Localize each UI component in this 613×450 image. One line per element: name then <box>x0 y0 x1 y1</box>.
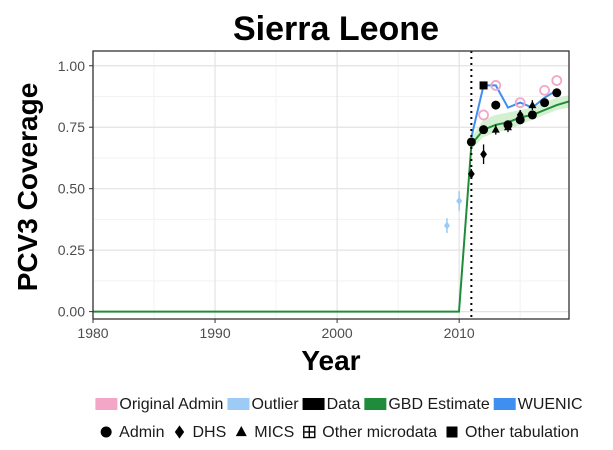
outlier-point <box>456 196 463 206</box>
data-point-square <box>479 81 488 90</box>
y-tick-label: 0.75 <box>58 119 85 135</box>
legend-square-icon <box>446 426 458 438</box>
legend-item-gbd-estimate: GBD Estimate <box>364 396 490 413</box>
data-point-triangle <box>491 125 500 133</box>
y-tick-label: 0.25 <box>58 242 85 258</box>
legend-item-admin: Admin <box>100 424 165 441</box>
legend-swatch <box>364 398 387 410</box>
y-axis-title: PCV3 Coverage <box>12 83 43 292</box>
legend-label: Other tabulation <box>465 424 579 441</box>
legend-item-outlier: Outlier <box>227 396 299 413</box>
data-point-circle <box>552 88 562 98</box>
legend-swatch <box>227 398 250 410</box>
legend-swatch <box>302 398 325 410</box>
legend-circle-icon <box>100 426 112 438</box>
x-tick-label: 1990 <box>199 325 230 341</box>
legend-label: Other microdata <box>322 424 437 441</box>
plot-border <box>92 50 570 320</box>
outlier-point <box>443 221 450 230</box>
data-point-diamond <box>467 169 475 179</box>
legend-label: Data <box>327 396 361 413</box>
legend-item-original-admin: Original Admin <box>95 396 223 413</box>
legend-label: WUENIC <box>518 396 583 413</box>
data-point-triangle <box>503 122 512 131</box>
y-tick-label: 0.00 <box>58 304 85 320</box>
data-point-diamond <box>516 110 524 120</box>
data-point-circle <box>479 125 489 135</box>
data-point-triangle <box>528 100 537 109</box>
legend-label: DHS <box>193 424 227 441</box>
legend-boxplus-icon <box>303 425 316 439</box>
legend-swatch <box>493 398 516 410</box>
x-tick-label: 1980 <box>77 325 108 341</box>
legend-item-wuenic: WUENIC <box>493 396 583 413</box>
legend-item-other-tabulation: Other tabulation <box>446 424 579 441</box>
data-point-circle <box>491 100 501 110</box>
legend-triangle-icon <box>235 425 247 437</box>
legend-item-mics: MICS <box>235 424 294 441</box>
original-admin-point <box>539 84 550 96</box>
legend: Original Admin Outlier Data GBD Estimate WUE… <box>95 396 583 441</box>
legend-label: Outlier <box>251 396 299 413</box>
legend-item-other-microdata: Other microdata <box>303 424 437 441</box>
original-admin-point <box>514 97 526 109</box>
legend-label: Original Admin <box>119 396 223 413</box>
legend-diamond-icon <box>174 425 185 439</box>
original-admin-point <box>551 75 563 86</box>
x-tick-label: 2000 <box>322 325 353 341</box>
plot-area: 0.00 0.25 0.50 0.75 1.00 1980 1990 2000 2010 <box>58 50 570 341</box>
data-point-diamond <box>480 149 487 160</box>
x-tick-label: 2010 <box>444 325 475 341</box>
plot-panel <box>93 51 569 319</box>
chart-title: Sierra Leone <box>233 10 439 48</box>
legend-label: MICS <box>254 424 294 441</box>
legend-swatch <box>95 398 118 410</box>
data-point-circle <box>466 137 476 147</box>
original-admin-point <box>490 80 502 91</box>
y-tick-label: 0.50 <box>58 181 85 197</box>
legend-item-data: Data <box>302 396 361 413</box>
y-tick-label: 1.00 <box>58 58 85 74</box>
x-axis-title: Year <box>301 345 360 376</box>
legend-item-dhs: DHS <box>174 424 227 441</box>
legend-label: Admin <box>119 424 164 441</box>
data-point-circle <box>527 110 537 120</box>
legend-label: GBD Estimate <box>388 396 489 413</box>
original-admin-point <box>478 109 489 121</box>
data-point-circle <box>540 98 550 108</box>
